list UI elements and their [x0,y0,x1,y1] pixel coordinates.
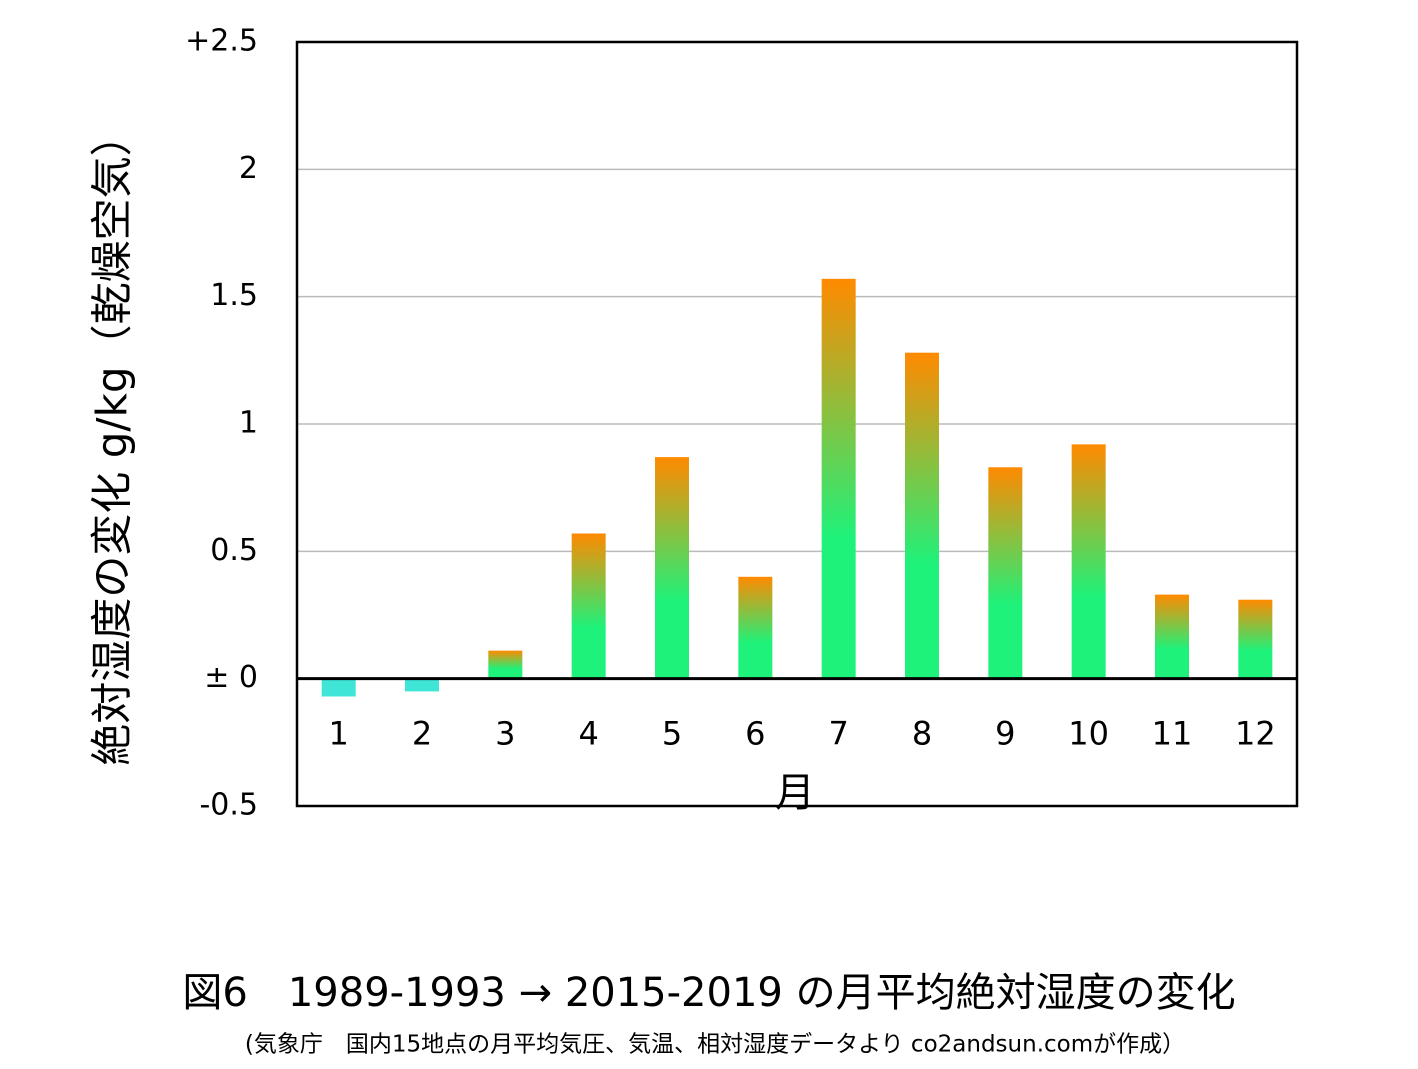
plot-frame [295,40,1299,808]
bar [405,678,439,692]
bar [1155,594,1189,679]
y-tick-label: 2 [239,151,258,186]
x-tick-label: 12 [1235,715,1276,753]
x-tick-label: 3 [495,715,515,753]
bar [905,352,939,679]
y-tick-label: -0.5 [199,788,258,823]
bar [738,576,773,679]
bar [655,457,689,679]
bar [571,533,606,679]
x-tick-label: 5 [662,715,682,753]
bar [988,467,1023,679]
x-axis-label: 月 [775,770,815,816]
x-tick-label: 7 [828,715,848,753]
chart-title: 図6 1989-1993 → 2015-2019 の月平均絶対湿度の変化 [182,970,1235,1016]
x-tick-label: 1 [328,715,348,753]
y-tick-label: 0.5 [210,533,258,568]
bar [821,278,856,679]
bar [1238,599,1273,679]
y-tick-label: +2.5 [185,24,258,59]
bar [488,650,523,679]
bar [321,678,356,697]
y-tick-label: 1 [239,406,258,441]
x-tick-label: 2 [412,715,432,753]
x-tick-label: 4 [578,715,598,753]
y-axis-label: 絶対湿度の変化 g/kg（乾燥空気） [88,114,137,765]
x-tick-label: 6 [745,715,765,753]
chart-subtitle: (気象庁 国内15地点の月平均気圧、気温、相対湿度データより co2andsun… [245,1032,1185,1058]
x-tick-label: 9 [995,715,1015,753]
bar [1071,444,1106,679]
y-tick-label: 1.5 [210,278,258,313]
y-tick-label: ± 0 [204,660,258,695]
x-tick-label: 8 [912,715,932,753]
x-tick-label: 10 [1068,715,1109,753]
x-tick-label: 11 [1152,715,1193,753]
